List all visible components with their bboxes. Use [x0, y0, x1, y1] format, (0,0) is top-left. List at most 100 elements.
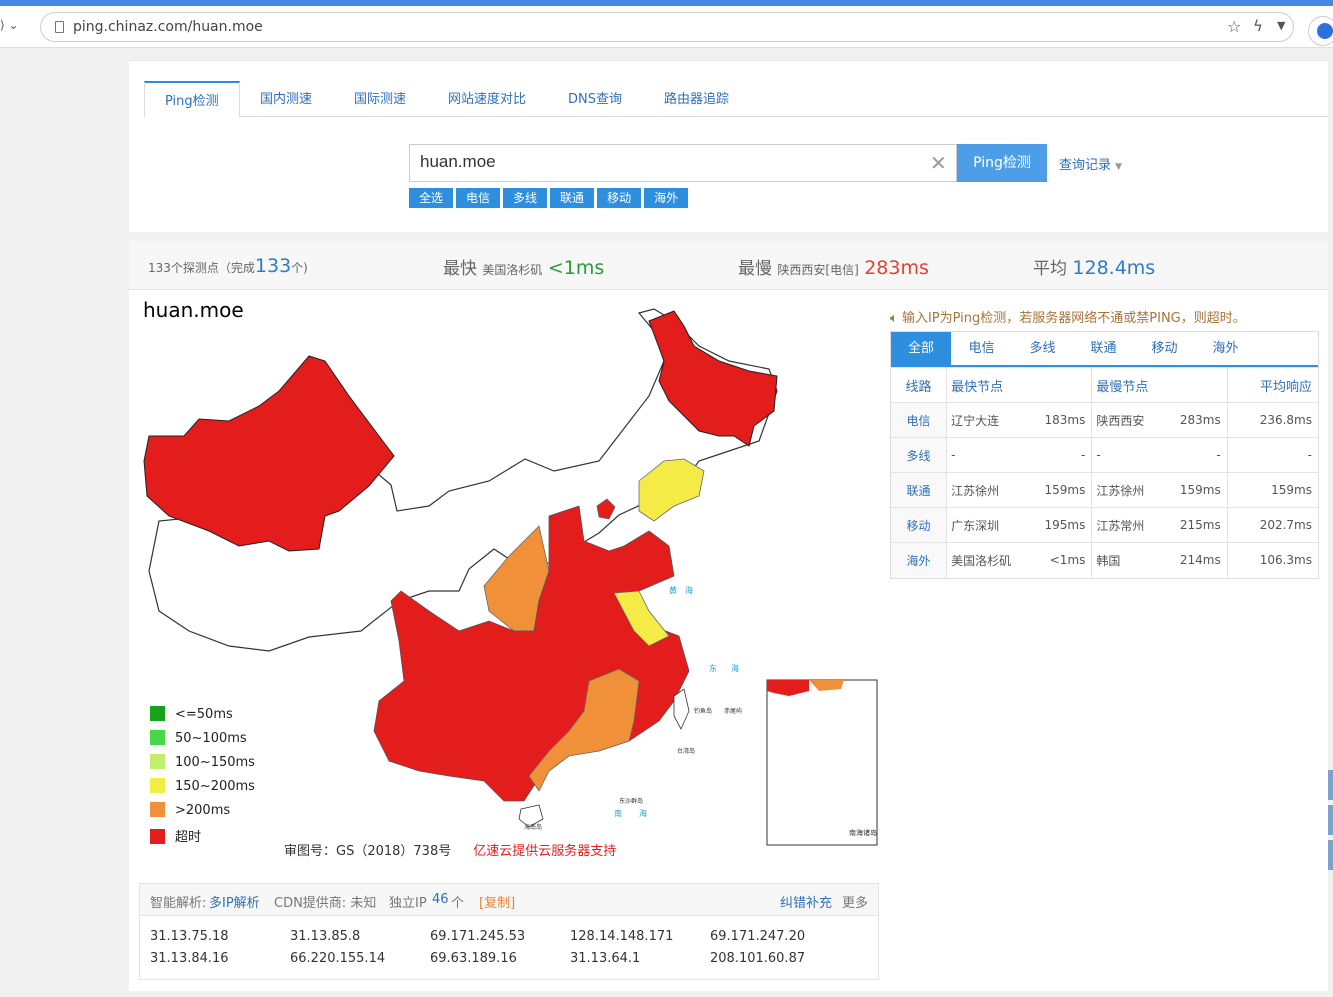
row-fast-ms: -	[1030, 437, 1092, 473]
fastest-summary: 最快 美国洛杉矶 <1ms	[443, 257, 605, 279]
row-line[interactable]: 电信	[891, 402, 947, 438]
more-link[interactable]: 更多	[842, 896, 869, 911]
ip-address: 128.14.148.171	[570, 929, 674, 944]
filter-all[interactable]: 全选	[409, 188, 454, 208]
sponsor-link[interactable]: 亿速云提供云服务器支持	[473, 844, 617, 859]
filter-mobile[interactable]: 移动	[597, 188, 642, 208]
row-line[interactable]: 联通	[891, 472, 947, 508]
row-fast-node: 江苏徐州	[946, 472, 1031, 508]
col-fastest: 最快节点	[946, 367, 1092, 403]
legend-item: >200ms	[150, 802, 255, 826]
row-line[interactable]: 海外	[891, 542, 947, 578]
average-summary: 平均 128.4ms	[1033, 257, 1156, 279]
legend-swatch	[150, 754, 165, 769]
tab-domestic-speed[interactable]: 国内测速	[260, 92, 313, 107]
region-beijing	[596, 498, 616, 520]
ip-address: 31.13.75.18	[150, 929, 229, 944]
smart-resolve-label: 智能解析:	[150, 896, 207, 911]
row-fast-ms: 195ms	[1030, 507, 1092, 543]
region-taiwan	[673, 688, 690, 730]
copy-button[interactable]: [复制]	[479, 896, 516, 911]
dropdown-arrow-icon[interactable]: ▼	[1277, 19, 1286, 32]
ping-notice: 🔈︎ 输入IP为Ping检测，若服务器网络不通或禁PING，则超时。	[890, 311, 1246, 326]
tab-traceroute[interactable]: 路由器追踪	[664, 92, 730, 107]
table-row: 多线 - - - - -	[891, 437, 1318, 473]
sea-label-south-1: 南	[614, 808, 622, 818]
correction-link[interactable]: 纠错补充	[780, 896, 833, 911]
col-slowest: 最慢节点	[1091, 367, 1228, 403]
ip-panel-header: 智能解析: 多IP解析 CDN提供商: 未知 独立IP 46 个 [复制] 纠错…	[140, 884, 878, 916]
dongsha-label: 东沙群岛	[619, 797, 643, 805]
inset-label: 南海诸岛	[849, 828, 877, 837]
ip-address: 69.171.245.53	[430, 929, 526, 944]
row-line[interactable]: 多线	[891, 437, 947, 473]
domain-input[interactable]	[420, 152, 920, 172]
isp-tab-multiline[interactable]: 多线	[1029, 341, 1056, 356]
legend-swatch	[150, 778, 165, 793]
isp-results-table: 全部 电信 多线 联通 移动 海外 线路 最快节点 最慢节点 平均响应 电信 辽…	[890, 331, 1319, 579]
legend-item: <=50ms	[150, 706, 255, 730]
filter-multiline[interactable]: 多线	[503, 188, 548, 208]
unique-ip-count: 46	[432, 892, 449, 907]
chiwei-label: 赤尾屿	[724, 707, 742, 715]
table-row: 联通 江苏徐州 159ms 江苏徐州 159ms 159ms	[891, 472, 1318, 508]
row-fast-node: 美国洛杉矶	[946, 542, 1031, 578]
row-fast-ms: 159ms	[1030, 472, 1092, 508]
filter-overseas[interactable]: 海外	[644, 188, 689, 208]
isp-tab-all[interactable]: 全部	[891, 332, 951, 365]
approval-number: 审图号：GS（2018）738号	[284, 844, 452, 859]
sea-label-east-2: 海	[731, 663, 739, 673]
diaoyu-label: 钓鱼岛	[694, 707, 712, 715]
unique-ip-unit: 个	[451, 896, 465, 911]
nav-dropdown-icon[interactable]: ⟩ ⌄	[0, 18, 19, 32]
ip-address: 66.220.155.14	[290, 951, 386, 966]
filter-unicom[interactable]: 联通	[550, 188, 595, 208]
clear-icon[interactable]: ✕	[930, 151, 947, 175]
china-latency-map: 南海诸岛 黄 海 东 海 南 海 台湾岛 海南岛 钓鱼岛 赤尾屿 东沙群岛	[143, 308, 878, 846]
lightning-icon[interactable]: ϟ	[1253, 17, 1263, 35]
legend-item: 150~200ms	[150, 778, 255, 802]
search-panel: Ping检测 国内测速 国际测速 网站速度对比 DNS查询 路由器追踪 ✕ Pi…	[129, 60, 1328, 232]
tab-international-speed[interactable]: 国际测速	[354, 92, 407, 107]
row-avg: -	[1226, 437, 1318, 473]
results-panel: 133个探测点（完成133个) 最快 美国洛杉矶 <1ms 最慢 陕西西安[电信…	[129, 241, 1328, 991]
table-row: 电信 辽宁大连 183ms 陕西西安 283ms 236.8ms	[891, 402, 1318, 438]
ip-address: 208.101.60.87	[710, 951, 806, 966]
row-slow-ms: -	[1175, 437, 1228, 473]
map-legend: <=50ms 50~100ms 100~150ms 150~200ms >200…	[150, 706, 255, 850]
row-slow-node: 江苏徐州	[1091, 472, 1176, 508]
row-slow-ms: 215ms	[1175, 507, 1228, 543]
side-scroll-markers[interactable]	[1328, 770, 1333, 875]
tab-dns[interactable]: DNS查询	[568, 92, 622, 107]
south-sea-inset	[766, 679, 878, 846]
url-text[interactable]: ping.chinaz.com/huan.moe	[73, 19, 263, 35]
address-bar[interactable]: ping.chinaz.com/huan.moe ☆ ϟ ▼	[40, 12, 1294, 42]
bookmark-star-icon[interactable]: ☆	[1227, 17, 1242, 36]
multi-ip-resolve-link[interactable]: 多IP解析	[209, 896, 260, 911]
region-jiangsu	[613, 590, 670, 647]
tab-ping[interactable]: Ping检测	[144, 81, 240, 118]
isp-filter-group: 全选 电信 多线 联通 移动 海外	[409, 188, 691, 208]
legend-swatch	[150, 829, 165, 844]
filter-telecom[interactable]: 电信	[456, 188, 501, 208]
row-avg: 159ms	[1226, 472, 1318, 508]
legend-item: 超时	[150, 826, 255, 850]
region-jiangxi-guangdong	[528, 668, 640, 792]
history-dropdown[interactable]: 查询记录 ▼	[1059, 154, 1122, 173]
ip-address: 69.171.247.20	[710, 929, 806, 944]
row-avg: 106.3ms	[1226, 542, 1318, 578]
browser-toolbar: ⟩ ⌄ ping.chinaz.com/huan.moe ☆ ϟ ▼	[0, 6, 1333, 48]
taiwan-label: 台湾岛	[677, 747, 695, 755]
extension-icon[interactable]	[1308, 16, 1333, 46]
ping-button[interactable]: Ping检测	[957, 144, 1047, 182]
tab-speed-compare[interactable]: 网站速度对比	[448, 92, 527, 107]
isp-tab-telecom[interactable]: 电信	[968, 341, 995, 356]
legend-item: 50~100ms	[150, 730, 255, 754]
isp-tab-mobile[interactable]: 移动	[1151, 341, 1178, 356]
row-line[interactable]: 移动	[891, 507, 947, 543]
probe-count: 133个探测点（完成133个)	[148, 255, 308, 277]
inset-red-region	[767, 680, 809, 696]
isp-tab-unicom[interactable]: 联通	[1090, 341, 1117, 356]
sea-label-south-2: 海	[639, 808, 647, 818]
isp-tab-overseas[interactable]: 海外	[1212, 341, 1239, 356]
